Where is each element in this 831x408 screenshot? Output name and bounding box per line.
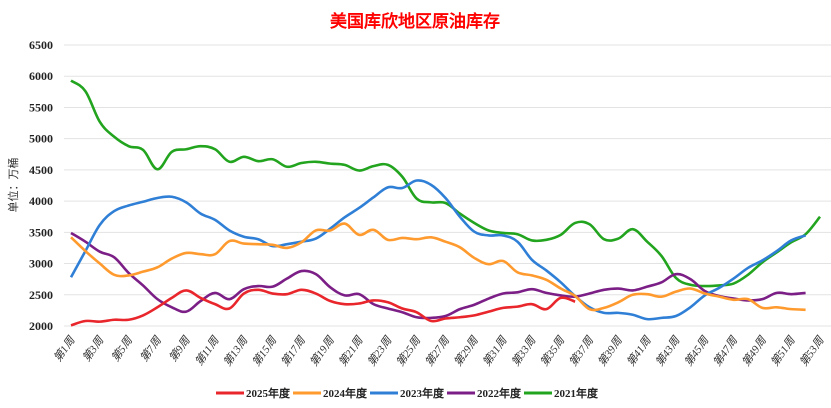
x-tick-label: 第51周: [768, 333, 798, 368]
x-tick-label: 第17周: [278, 333, 308, 368]
series-line-2022年度: [70, 231, 806, 320]
y-tick-label: 3500: [29, 225, 53, 239]
legend-label: 2021年度: [554, 386, 599, 400]
x-tick-label: 第53周: [797, 333, 827, 368]
x-tick-label: 第47周: [710, 333, 740, 368]
x-tick-label: 第25周: [394, 333, 424, 368]
x-tick-label: 第3周: [80, 333, 107, 364]
legend-item: 2024年度: [293, 386, 368, 400]
x-tick-label: 第33周: [509, 333, 539, 368]
x-tick-label: 第1周: [51, 333, 78, 364]
legend-item: 2025年度: [216, 386, 291, 400]
x-tick-label: 第37周: [566, 333, 596, 368]
y-axis-ticks: 2000 2500 3000 3500 4000 4500 5000 5500 6000 6500: [29, 38, 53, 333]
x-tick-label: 第49周: [739, 333, 769, 368]
x-tick-label: 第39周: [595, 333, 625, 368]
x-tick-label: 第7周: [137, 333, 164, 364]
legend-item: 2023年度: [370, 386, 445, 400]
y-tick-label: 5000: [29, 132, 53, 146]
series-lines: [69, 79, 822, 327]
x-axis-ticks: 第1周 第3周 第5周 第7周 第9周 第11周 第13周 第15周 第17周 第19周 第21周第…: [51, 333, 827, 368]
x-tick-label: 第29周: [451, 333, 481, 368]
x-tick-label: 第31周: [480, 333, 510, 368]
legend-label: 2023年度: [400, 386, 445, 400]
gridlines: [64, 44, 831, 327]
legend-label: 2022年度: [477, 386, 522, 400]
x-tick-label: 第41周: [624, 333, 654, 368]
x-tick-label: 第21周: [336, 333, 366, 368]
y-tick-label: 3000: [29, 257, 53, 271]
series-line-2025年度: [70, 288, 576, 327]
legend-item: 2022年度: [447, 386, 522, 400]
legend-label: 2024年度: [323, 386, 368, 400]
x-tick-label: 第23周: [365, 333, 395, 368]
x-tick-label: 第9周: [166, 333, 193, 364]
y-tick-label: 5500: [29, 100, 53, 114]
series-line-2023年度: [69, 179, 807, 321]
series-line-2021年度: [70, 79, 822, 288]
y-tick-label: 2500: [29, 288, 53, 302]
y-tick-label: 2000: [29, 319, 53, 333]
y-tick-label: 6500: [29, 38, 53, 52]
x-tick-label: 第45周: [682, 333, 712, 368]
legend-item: 2021年度: [524, 386, 599, 400]
legend-label: 2025年度: [246, 386, 291, 400]
x-tick-label: 第43周: [653, 333, 683, 368]
x-tick-label: 第11周: [192, 333, 222, 368]
x-tick-label: 第15周: [250, 333, 280, 368]
y-tick-label: 4500: [29, 163, 53, 177]
legend: 2025年度 2024年度 2023年度 2022年度 2021年度: [216, 386, 599, 400]
x-tick-label: 第5周: [109, 333, 136, 364]
x-tick-label: 第27周: [422, 333, 452, 368]
y-axis-label: 单位：万桶: [6, 158, 20, 213]
series-line-2024年度: [70, 222, 806, 312]
y-tick-label: 6000: [29, 69, 53, 83]
y-tick-label: 4000: [29, 194, 53, 208]
x-tick-label: 第19周: [307, 333, 337, 368]
x-tick-label: 第13周: [221, 333, 251, 368]
x-tick-label: 第35周: [538, 333, 568, 368]
chart-title: 美国库欣地区原油库存: [330, 11, 500, 31]
